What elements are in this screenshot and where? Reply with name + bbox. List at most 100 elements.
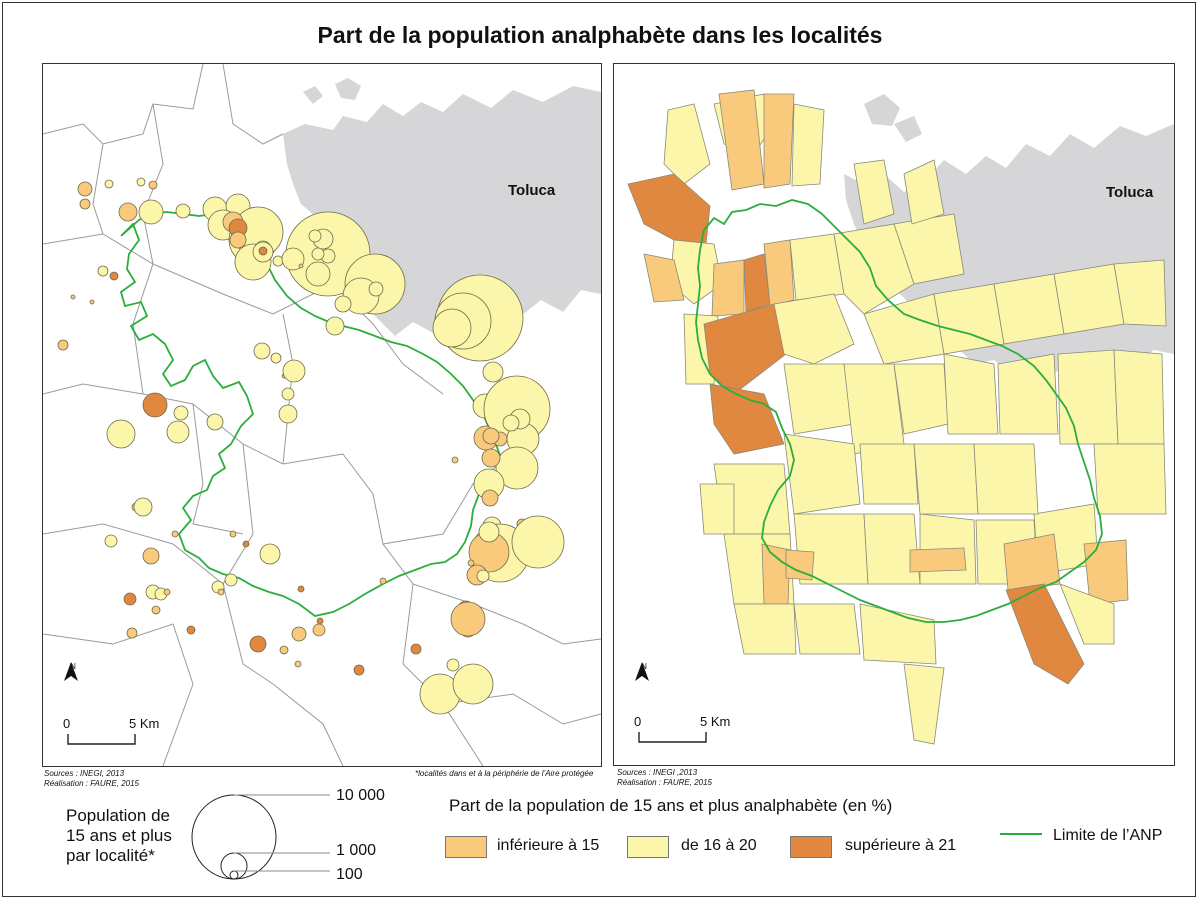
locality-polygon [1059,583,1115,645]
locality-polygon [1003,533,1061,591]
locality-circle [138,199,164,225]
locality-circle [312,623,326,637]
locality-polygon [791,103,825,187]
locality-polygon [709,383,785,455]
locality-polygon [903,663,945,745]
locality-circle [253,342,271,360]
locality-polygon [703,303,787,395]
locality-circle [278,404,298,424]
locality-polygon [943,353,999,435]
locality-circle [368,281,384,297]
locality-polygon [773,293,855,365]
locality-circle [379,577,387,585]
locality-circle [282,359,306,383]
locality-circle [294,660,302,668]
population-legend-title: Population de 15 ans et plus par localit… [66,806,172,865]
locality-polygon [643,253,685,303]
locality-circle [478,521,500,543]
locality-circle [151,605,161,615]
locality-circle [118,202,138,222]
locality-polygon [627,173,711,245]
class-label-high: supérieure à 21 [845,837,957,854]
anp-boundary [119,209,511,617]
locality-circle [451,456,459,464]
locality-polygon [663,103,711,185]
north-arrow-icon [635,662,649,681]
locality-circle [186,625,196,635]
locality-polygon [1113,349,1165,445]
boundary-label: Limite de l’ANP [1053,827,1163,844]
locality-polygon [783,363,855,435]
legend-circle-1000 [220,852,248,880]
population-legend-symbols [191,794,330,880]
locality-polygon [843,363,905,455]
locality-circle [163,588,171,596]
locality-circle [446,658,460,672]
locality-polygon [1053,263,1125,335]
locality-polygon [997,353,1059,435]
locality-polygon [733,603,797,655]
locality-polygon [793,603,861,655]
locality-circle [452,663,494,705]
toluca-label-left: Toluca [508,182,556,199]
locality-circle [450,601,486,637]
locality-circle [70,294,76,300]
right-map-canvas [627,89,1174,745]
locality-circle [79,198,91,210]
class-label-mid: de 16 à 20 [681,837,757,854]
locality-circle [495,446,539,490]
locality-circle [482,361,504,383]
locality-circle [175,203,191,219]
locality-polygon [711,259,745,317]
locality-circle [481,448,501,468]
locality-circle [308,229,322,243]
locality-polygon [859,603,937,665]
locality-circle [325,316,345,336]
scale-start-left: 0 [63,716,71,731]
class-label-low: inférieure à 15 [497,837,600,854]
locality-circle [272,255,284,267]
legend-value-1000: 1 000 [336,842,377,859]
locality-circle [279,645,289,655]
locality-circle [281,247,305,271]
locality-circle [123,592,137,606]
class-swatch-high [790,836,832,858]
locality-circle [481,489,499,507]
locality-circle [511,515,565,569]
class-swatch-mid [627,836,669,858]
locality-circle [291,626,307,642]
locality-circle [57,339,69,351]
map-title: Part de la population analphabète dans l… [317,22,883,48]
locality-circles [57,177,565,715]
north-label: N [641,662,647,671]
locality-circle [334,295,352,313]
locality-polygon [1005,583,1085,685]
locality-circle [206,413,224,431]
locality-circle [133,497,153,517]
locality-polygon [1057,349,1119,445]
locality-polygon [973,443,1039,515]
locality-polygon [863,513,921,585]
locality-circle [259,543,281,565]
locality-polygon [1113,259,1167,327]
locality-polygon [699,483,735,535]
scale-end-right: 5 Km [700,714,731,729]
locality-circle [109,271,119,281]
locality-circle [89,299,95,305]
left-map: Toluca N 0 5 Km [42,63,602,767]
locality-polygon [1083,539,1129,605]
locality-circle [97,265,109,277]
locality-polygon [893,363,949,435]
locality-circle [476,569,490,583]
locality-circle [171,530,179,538]
north-label: N [70,662,76,671]
left-map-canvas [43,64,601,766]
locality-polygon [859,443,919,505]
locality-circle [173,405,189,421]
scale-end-left: 5 Km [129,716,160,731]
legend-circle-10000 [191,794,277,880]
anp-boundary [695,199,1103,623]
locality-circle [166,420,190,444]
locality-circle [410,643,422,655]
